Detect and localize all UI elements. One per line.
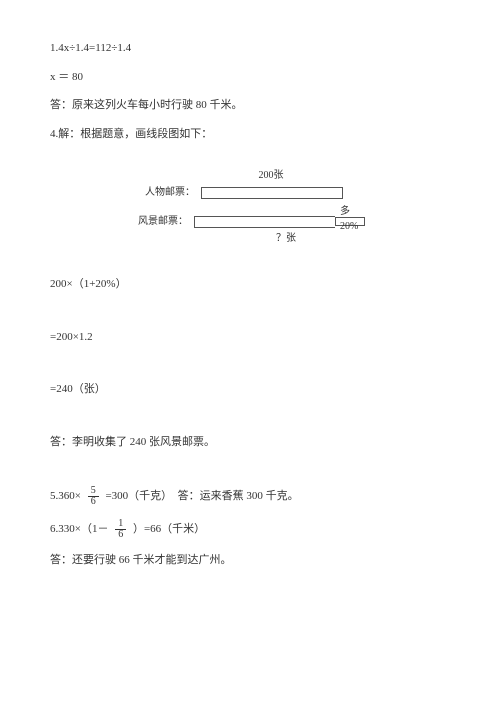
diagram-bar-1	[201, 187, 343, 199]
bar-diagram: 200张 人物邮票： 多20% 风景邮票： ？张	[135, 168, 365, 246]
calc-line-1: 200×（1+20%）	[50, 276, 450, 293]
diagram-bar-2-main	[194, 216, 335, 228]
q6-frac-den: 6	[115, 530, 126, 540]
answer-4: 答：李明收集了 240 张风景邮票。	[50, 434, 450, 451]
diagram-extra-label: 多20%	[340, 204, 365, 234]
diagram-row2-label: 风景邮票：	[135, 214, 188, 229]
q5-line: 5.360× 5 6 =300（千克） 答：运来香蕉 300 千克。	[50, 486, 450, 507]
answer-3: 答：原来这列火车每小时行驶 80 千米。	[50, 97, 450, 114]
q6-post: ）=66（千米）	[133, 523, 205, 535]
q6-pre: 6.330×（1－	[50, 523, 108, 535]
answer-6: 答：还要行驶 66 千米才能到达广州。	[50, 552, 450, 569]
equation-line-1: 1.4x÷1.4=112÷1.4	[50, 40, 450, 57]
diagram-top-label: 200张	[201, 168, 341, 183]
equation-line-2: x ＝ 80	[50, 69, 450, 86]
q6-line: 6.330×（1－ 1 6 ）=66（千米）	[50, 519, 450, 540]
q5-fraction: 5 6	[88, 486, 99, 507]
q5-frac-den: 6	[88, 497, 99, 507]
calc-line-3: =240（张）	[50, 381, 450, 398]
diagram-row1-label: 人物邮票：	[135, 185, 195, 200]
q5-post: =300（千克） 答：运来香蕉 300 千克。	[105, 490, 298, 502]
q5-pre: 5.360×	[50, 490, 81, 502]
q6-fraction: 1 6	[115, 519, 126, 540]
calc-line-2: =200×1.2	[50, 329, 450, 346]
q4-intro: 4.解：根据题意，画线段图如下：	[50, 126, 450, 143]
